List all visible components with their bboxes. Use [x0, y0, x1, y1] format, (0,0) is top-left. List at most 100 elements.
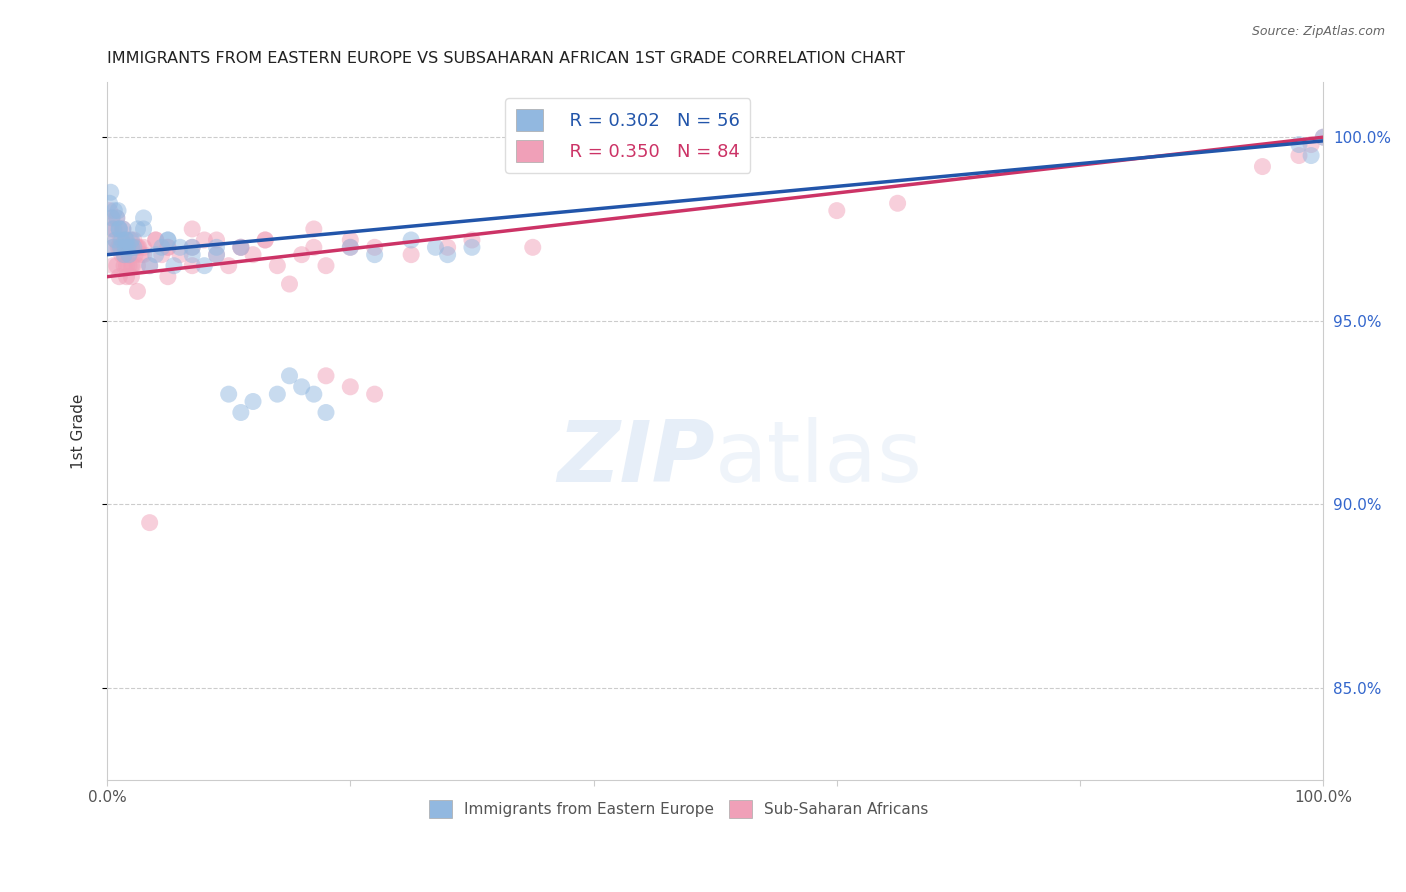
- Point: [101, 259, 124, 273]
- Point: [117, 240, 139, 254]
- Point: [118, 247, 141, 261]
- Point: [266, 259, 288, 273]
- Point: [120, 233, 142, 247]
- Point: [1251, 160, 1274, 174]
- Point: [181, 240, 204, 254]
- Point: [108, 222, 131, 236]
- Point: [105, 211, 128, 225]
- Point: [156, 233, 179, 247]
- Point: [302, 387, 325, 401]
- Point: [181, 247, 204, 261]
- Point: [291, 380, 314, 394]
- Point: [132, 240, 155, 254]
- Point: [278, 368, 301, 383]
- Point: [111, 240, 134, 254]
- Point: [363, 387, 385, 401]
- Point: [124, 247, 146, 261]
- Point: [114, 247, 136, 261]
- Point: [163, 259, 186, 273]
- Point: [110, 233, 132, 247]
- Point: [108, 222, 131, 236]
- Point: [291, 247, 314, 261]
- Point: [100, 186, 122, 200]
- Point: [138, 259, 160, 273]
- Point: [1301, 148, 1323, 162]
- Point: [169, 247, 191, 261]
- Point: [118, 259, 141, 273]
- Point: [132, 247, 155, 261]
- Point: [315, 405, 337, 419]
- Y-axis label: 1st Grade: 1st Grade: [72, 393, 86, 468]
- Point: [205, 240, 228, 254]
- Point: [120, 259, 142, 273]
- Point: [205, 247, 228, 261]
- Point: [120, 269, 142, 284]
- Point: [150, 240, 173, 254]
- Point: [122, 233, 145, 247]
- Point: [205, 233, 228, 247]
- Point: [339, 240, 361, 254]
- Point: [1288, 148, 1310, 162]
- Text: IMMIGRANTS FROM EASTERN EUROPE VS SUBSAHARAN AFRICAN 1ST GRADE CORRELATION CHART: IMMIGRANTS FROM EASTERN EUROPE VS SUBSAH…: [107, 51, 905, 66]
- Point: [125, 240, 148, 254]
- Point: [266, 387, 288, 401]
- Point: [132, 222, 155, 236]
- Point: [138, 259, 160, 273]
- Point: [115, 269, 138, 284]
- Point: [436, 247, 458, 261]
- Point: [242, 394, 264, 409]
- Point: [101, 211, 124, 225]
- Point: [101, 240, 124, 254]
- Point: [315, 368, 337, 383]
- Point: [127, 240, 149, 254]
- Point: [218, 387, 240, 401]
- Point: [101, 240, 124, 254]
- Point: [104, 233, 127, 247]
- Point: [114, 233, 136, 247]
- Point: [120, 240, 142, 254]
- Point: [145, 233, 167, 247]
- Point: [150, 247, 173, 261]
- Point: [112, 247, 135, 261]
- Point: [229, 240, 252, 254]
- Point: [218, 259, 240, 273]
- Point: [117, 240, 139, 254]
- Point: [112, 259, 135, 273]
- Point: [315, 259, 337, 273]
- Point: [461, 233, 484, 247]
- Point: [302, 240, 325, 254]
- Point: [145, 233, 167, 247]
- Point: [111, 222, 134, 236]
- Point: [101, 211, 124, 225]
- Point: [121, 259, 143, 273]
- Point: [399, 233, 422, 247]
- Legend: Immigrants from Eastern Europe, Sub-Saharan Africans: Immigrants from Eastern Europe, Sub-Saha…: [423, 793, 935, 824]
- Point: [103, 203, 125, 218]
- Point: [1301, 137, 1323, 152]
- Point: [138, 516, 160, 530]
- Point: [886, 196, 908, 211]
- Point: [120, 240, 142, 254]
- Point: [156, 240, 179, 254]
- Point: [98, 203, 121, 218]
- Point: [193, 233, 215, 247]
- Point: [363, 247, 385, 261]
- Point: [181, 240, 204, 254]
- Point: [339, 240, 361, 254]
- Point: [101, 222, 124, 236]
- Point: [127, 222, 149, 236]
- Point: [193, 259, 215, 273]
- Point: [363, 240, 385, 254]
- Point: [98, 196, 121, 211]
- Point: [120, 233, 142, 247]
- Point: [302, 222, 325, 236]
- Point: [114, 240, 136, 254]
- Point: [229, 240, 252, 254]
- Text: Source: ZipAtlas.com: Source: ZipAtlas.com: [1251, 25, 1385, 38]
- Point: [254, 233, 277, 247]
- Point: [104, 233, 127, 247]
- Point: [1288, 137, 1310, 152]
- Point: [132, 211, 155, 225]
- Point: [436, 240, 458, 254]
- Point: [156, 240, 179, 254]
